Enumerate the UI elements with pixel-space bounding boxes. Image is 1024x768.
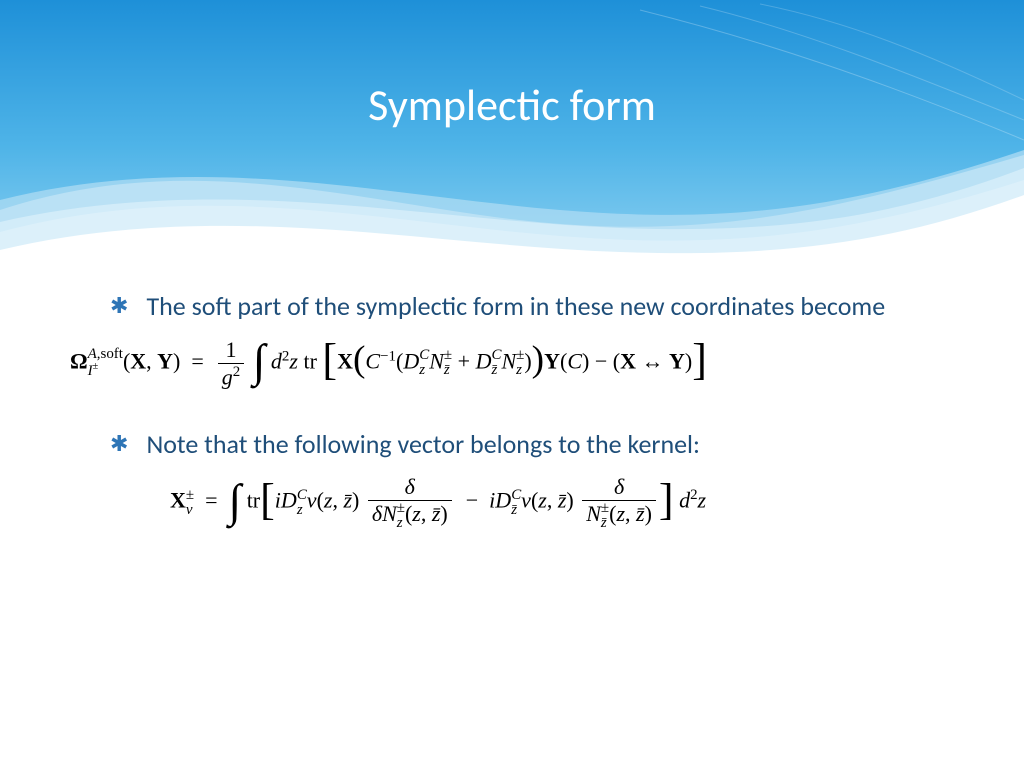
bullet-text: Note that the following vector belongs t… xyxy=(146,428,700,461)
bullet-star-icon: ✱ xyxy=(110,292,128,319)
bullet-star-icon: ✱ xyxy=(110,430,128,457)
slide-title: Symplectic form xyxy=(0,78,1024,132)
bullet-item: ✱ Note that the following vector belongs… xyxy=(110,428,964,461)
bullet-text: The soft part of the symplectic form in … xyxy=(146,290,885,323)
slide-body: ✱ The soft part of the symplectic form i… xyxy=(110,290,964,569)
bullet-item: ✱ The soft part of the symplectic form i… xyxy=(110,290,964,323)
equation-1: ΩA,softI±(X, Y) = 1g2 ∫ d2z tr [X(C−1(DC… xyxy=(70,337,964,390)
equation-2: X±v = ∫ tr[iDCzv(z, z̄) δδN±z(z, z̄) − i… xyxy=(170,474,964,531)
